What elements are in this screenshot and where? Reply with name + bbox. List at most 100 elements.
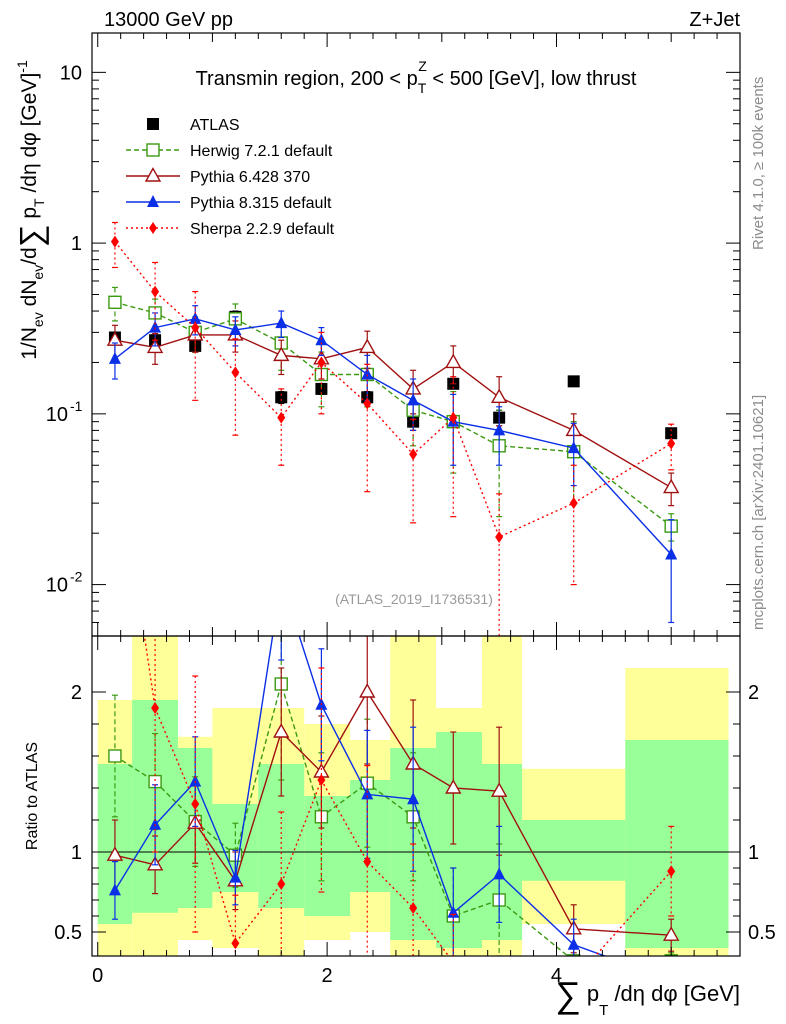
ratio-point-pythia-6-428-370-9 bbox=[490, 782, 508, 797]
chart-title: Transmin region, 200 < pTZ < 500 [GeV], … bbox=[196, 58, 637, 96]
green-band-bin-10 bbox=[522, 820, 626, 881]
main-y-tick-exponent-3: -2 bbox=[70, 569, 83, 585]
main-point-sherpa-2-2-9-default-5 bbox=[317, 356, 326, 369]
legend-label-pythia-6-428-370: Pythia 6.428 370 bbox=[190, 169, 310, 186]
legend-label-pythia-8-315-default: Pythia 8.315 default bbox=[190, 195, 332, 212]
header-left-label: 13000 GeV pp bbox=[104, 9, 233, 31]
legend-label-atlas: ATLAS bbox=[190, 117, 240, 134]
ratio-point-sherpa-2-2-9-default-0 bbox=[111, 430, 119, 442]
main-point-pythia-8-315-default-11 bbox=[665, 547, 678, 560]
legend: ATLAS Herwig 7.2.1 default Pythia 6.428 37… bbox=[126, 117, 335, 238]
legend-marker-pythia-6-428-370 bbox=[144, 167, 162, 182]
legend-label-sherpa-2-2-9-default: Sherpa 2.2.9 default bbox=[190, 221, 335, 238]
main-point-pythia-8-315-default-4 bbox=[275, 316, 288, 329]
ratio-point-sherpa-2-2-9-default-1 bbox=[151, 702, 160, 714]
main-y-tick-label-1: 1 bbox=[71, 233, 82, 255]
ratio-point-sherpa-2-2-9-default-11 bbox=[667, 865, 676, 878]
ratio-point-sherpa-2-2-9-default-8 bbox=[449, 956, 457, 968]
main-line-sherpa-2-2-9-default bbox=[114, 241, 672, 538]
main-point-pythia-6-428-370-8 bbox=[445, 353, 462, 369]
ratio-series-layer bbox=[106, 430, 680, 986]
x-axis-label: ∑ pT /dη dφ [GeV] bbox=[555, 974, 740, 1019]
ratio-point-pythia-8-315-default-2 bbox=[189, 774, 202, 787]
main-point-atlas-10 bbox=[567, 375, 580, 388]
main-y-tick-label-0: 10 bbox=[60, 62, 82, 84]
main-point-pythia-8-315-default-3 bbox=[229, 322, 242, 335]
main-point-pythia-8-315-default-7 bbox=[407, 393, 420, 406]
main-point-sherpa-2-2-9-default-4 bbox=[277, 411, 286, 424]
main-point-pythia-8-315-default-0 bbox=[108, 351, 121, 364]
legend-label-herwig-7-2-1-default: Herwig 7.2.1 default bbox=[190, 143, 333, 160]
main-point-sherpa-2-2-9-default-8 bbox=[449, 411, 458, 424]
mcplots-side-label: mcplots.cern.ch [arXiv:2401.10621] bbox=[750, 395, 767, 630]
legend-marker-atlas bbox=[147, 118, 159, 130]
ratio-y-axis-label: Ratio to ATLAS bbox=[24, 742, 41, 850]
main-point-sherpa-2-2-9-default-10 bbox=[569, 497, 578, 510]
main-point-sherpa-2-2-9-default-11 bbox=[667, 437, 676, 450]
main-point-herwig-7-2-1-default-0 bbox=[108, 295, 122, 310]
main-point-sherpa-2-2-9-default-0 bbox=[110, 235, 119, 248]
main-line-pythia-8-315-default bbox=[114, 318, 672, 556]
ratio-point-pythia-6-428-370-8 bbox=[445, 779, 462, 794]
legend-entry-pythia-6-428-370: Pythia 6.428 370 bbox=[126, 167, 310, 186]
ratio-point-pythia-8-315-default-10 bbox=[567, 937, 580, 950]
main-point-pythia-6-428-370-6 bbox=[359, 338, 376, 354]
ratio-point-sherpa-2-2-9-default-5 bbox=[317, 774, 326, 786]
main-point-sherpa-2-2-9-default-2 bbox=[191, 321, 200, 334]
main-series-sherpa-2-2-9-default bbox=[110, 221, 676, 636]
header-right-label: Z+Jet bbox=[689, 9, 740, 31]
main-y-tick-label-3: 10 bbox=[46, 575, 68, 597]
ratio-point-sherpa-2-2-9-default-9 bbox=[495, 974, 503, 986]
ratio-point-pythia-8-315-default-1 bbox=[149, 817, 162, 830]
ratio-y-tick-label-right-1: 1 bbox=[748, 842, 759, 864]
ratio-point-pythia-6-428-370-6 bbox=[359, 683, 376, 698]
main-point-pythia-8-315-default-1 bbox=[149, 320, 162, 333]
main-point-sherpa-2-2-9-default-1 bbox=[151, 285, 160, 298]
rivet-side-label: Rivet 4.1.0, ≥ 100k events bbox=[750, 77, 767, 250]
legend-entry-atlas: ATLAS bbox=[147, 117, 240, 134]
ratio-point-pythia-6-428-370-4 bbox=[273, 723, 290, 738]
ratio-point-sherpa-2-2-9-default-4 bbox=[277, 878, 286, 890]
ratio-series-sherpa-2-2-9-default bbox=[111, 430, 676, 986]
ratio-point-pythia-6-428-370-0 bbox=[106, 846, 124, 861]
legend-marker-sherpa-2-2-9-default bbox=[149, 222, 157, 234]
main-point-pythia-6-428-370-11 bbox=[662, 478, 680, 494]
ratio-line-pythia-6-428-370 bbox=[114, 690, 672, 936]
main-point-sherpa-2-2-9-default-3 bbox=[231, 366, 240, 379]
x-tick-label-0: 0 bbox=[92, 965, 103, 987]
main-point-atlas-11 bbox=[665, 427, 678, 440]
ratio-y-tick-label-right-0: 2 bbox=[748, 682, 759, 704]
legend-marker-herwig-7-2-1-default bbox=[146, 143, 160, 157]
ratio-point-herwig-7-2-1-default-0 bbox=[108, 749, 122, 763]
legend-entry-sherpa-2-2-9-default: Sherpa 2.2.9 default bbox=[126, 221, 335, 238]
ratio-line-sherpa-2-2-9-default bbox=[143, 636, 672, 956]
main-point-atlas-4 bbox=[275, 391, 288, 404]
main-point-pythia-8-315-default-10 bbox=[567, 441, 580, 454]
ratio-point-pythia-8-315-default-3 bbox=[229, 870, 242, 883]
green-band-bin-11 bbox=[625, 740, 729, 948]
ratio-point-sherpa-2-2-9-default-3 bbox=[231, 937, 240, 950]
ratio-y-tick-label-0: 2 bbox=[71, 682, 82, 704]
ratio-point-pythia-8-315-default-7 bbox=[407, 792, 420, 805]
ratio-y-tick-label-1: 1 bbox=[71, 842, 82, 864]
legend-entry-herwig-7-2-1-default: Herwig 7.2.1 default bbox=[126, 143, 333, 160]
ratio-point-sherpa-2-2-9-default-7 bbox=[409, 902, 418, 914]
ratio-point-pythia-8-315-default-6 bbox=[361, 787, 374, 800]
main-point-sherpa-2-2-9-default-6 bbox=[363, 397, 372, 410]
main-point-pythia-8-315-default-6 bbox=[361, 367, 374, 380]
ratio-point-sherpa-2-2-9-default-2 bbox=[191, 798, 200, 810]
main-line-herwig-7-2-1-default bbox=[114, 301, 672, 527]
ratio-point-pythia-8-315-default-0 bbox=[108, 883, 121, 896]
main-point-sherpa-2-2-9-default-7 bbox=[409, 448, 418, 461]
ratio-y-tick-label-2: 0.5 bbox=[54, 922, 82, 944]
main-y-axis-label: 1/Nev dNev/d∑ pT /dη dφ [GeV]-1 bbox=[13, 60, 49, 360]
legend-entry-pythia-8-315-default: Pythia 8.315 default bbox=[126, 195, 332, 212]
main-point-sherpa-2-2-9-default-9 bbox=[495, 531, 504, 544]
ratio-point-pythia-8-315-default-4 bbox=[275, 573, 287, 585]
legend-marker-pythia-8-315-default bbox=[147, 195, 159, 207]
main-y-tick-label-2: 10 bbox=[46, 404, 68, 426]
x-tick-label-2: 4 bbox=[551, 965, 562, 987]
main-series-pythia-8-315-default bbox=[108, 305, 678, 624]
